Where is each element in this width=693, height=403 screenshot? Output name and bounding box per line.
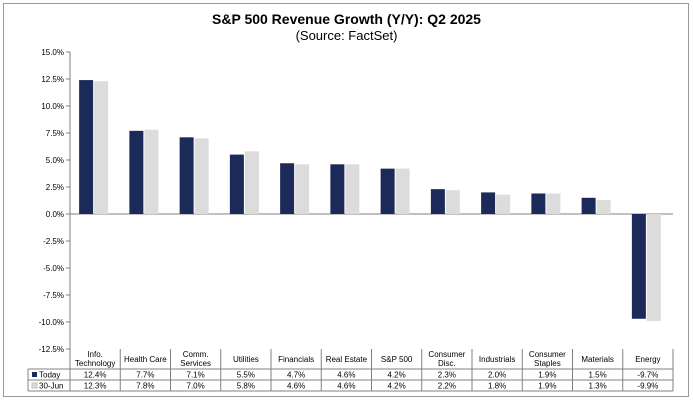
bar-30-jun — [496, 194, 511, 214]
bar-today — [129, 130, 144, 214]
bar-30-jun — [94, 81, 109, 214]
legend-swatch-30-jun — [31, 382, 38, 389]
bar-today — [481, 192, 496, 214]
data-label: 7.0% — [187, 382, 205, 391]
data-label: 2.3% — [438, 371, 456, 380]
y-tick-label: -12.5% — [39, 345, 64, 354]
category-label: Health Care — [124, 355, 167, 364]
category-label: Staples — [534, 359, 561, 368]
bar-today — [280, 163, 295, 214]
data-label: 4.6% — [337, 382, 355, 391]
data-label: -9.7% — [637, 371, 658, 380]
category-label: Consumer — [529, 350, 566, 359]
y-tick-label: 0.0% — [46, 210, 64, 219]
category-label: Info. — [87, 350, 103, 359]
data-label: 5.5% — [237, 371, 255, 380]
data-label: 1.3% — [589, 382, 607, 391]
bar-30-jun — [546, 193, 561, 214]
category-label: Financials — [278, 355, 314, 364]
bar-30-jun — [244, 151, 259, 214]
y-tick-label: -5.0% — [43, 264, 64, 273]
legend-swatch-today — [32, 372, 37, 377]
data-label: 5.8% — [237, 382, 255, 391]
bar-30-jun — [144, 129, 159, 214]
data-label: 1.5% — [589, 371, 607, 380]
bar-30-jun — [395, 168, 410, 214]
bar-30-jun — [596, 199, 611, 214]
y-tick-label: 2.5% — [46, 183, 64, 192]
data-label: 12.4% — [84, 371, 107, 380]
bar-today — [79, 80, 94, 214]
data-label: 7.7% — [136, 371, 154, 380]
y-tick-label: 15.0% — [41, 48, 64, 57]
category-label: Comm. — [183, 350, 209, 359]
bar-30-jun — [194, 138, 209, 214]
category-label: S&P 500 — [381, 355, 413, 364]
data-label: 7.8% — [136, 382, 154, 391]
category-label: Consumer — [428, 350, 465, 359]
data-label: 12.3% — [84, 382, 107, 391]
y-tick-label: 12.5% — [41, 75, 64, 84]
chart-title: S&P 500 Revenue Growth (Y/Y): Q2 2025 — [212, 11, 481, 27]
data-label: 4.6% — [337, 371, 355, 380]
bar-today — [631, 214, 646, 319]
data-label: 4.7% — [287, 371, 305, 380]
bar-today — [229, 154, 244, 214]
data-label: 4.2% — [388, 382, 406, 391]
y-tick-label: -2.5% — [43, 237, 64, 246]
bar-today — [430, 189, 445, 214]
data-label: 2.2% — [438, 382, 456, 391]
category-label: Technology — [75, 359, 115, 368]
data-label: 4.2% — [388, 371, 406, 380]
bar-today — [179, 137, 194, 214]
category-label: Materials — [581, 355, 613, 364]
bar-today — [330, 164, 345, 214]
y-tick-label: 5.0% — [46, 156, 64, 165]
category-label: Utilities — [233, 355, 259, 364]
legend-label-today: Today — [39, 371, 60, 380]
data-label: -9.9% — [637, 382, 658, 391]
data-label: 1.9% — [538, 371, 556, 380]
category-label: Industrials — [479, 355, 515, 364]
bar-today — [380, 168, 395, 214]
y-tick-label: 7.5% — [46, 129, 64, 138]
bar-30-jun — [295, 164, 310, 214]
y-tick-label: -7.5% — [43, 291, 64, 300]
data-label: 7.1% — [187, 371, 205, 380]
bar-30-jun — [646, 214, 661, 321]
category-label: Services — [180, 359, 211, 368]
data-label: 2.0% — [488, 371, 506, 380]
data-label: 1.9% — [538, 382, 556, 391]
y-tick-label: -10.0% — [39, 318, 64, 327]
y-tick-label: 10.0% — [41, 102, 64, 111]
bar-today — [581, 197, 596, 214]
data-label: 1.8% — [488, 382, 506, 391]
bar-30-jun — [345, 164, 360, 214]
bar-today — [531, 193, 546, 214]
category-label: Disc. — [438, 359, 456, 368]
legend-label-30-jun: 30-Jun — [39, 382, 63, 391]
category-label: Energy — [635, 355, 660, 364]
bar-30-jun — [445, 190, 460, 214]
data-label: 4.6% — [287, 382, 305, 391]
category-label: Real Estate — [326, 355, 368, 364]
chart-subtitle: (Source: FactSet) — [295, 28, 398, 43]
